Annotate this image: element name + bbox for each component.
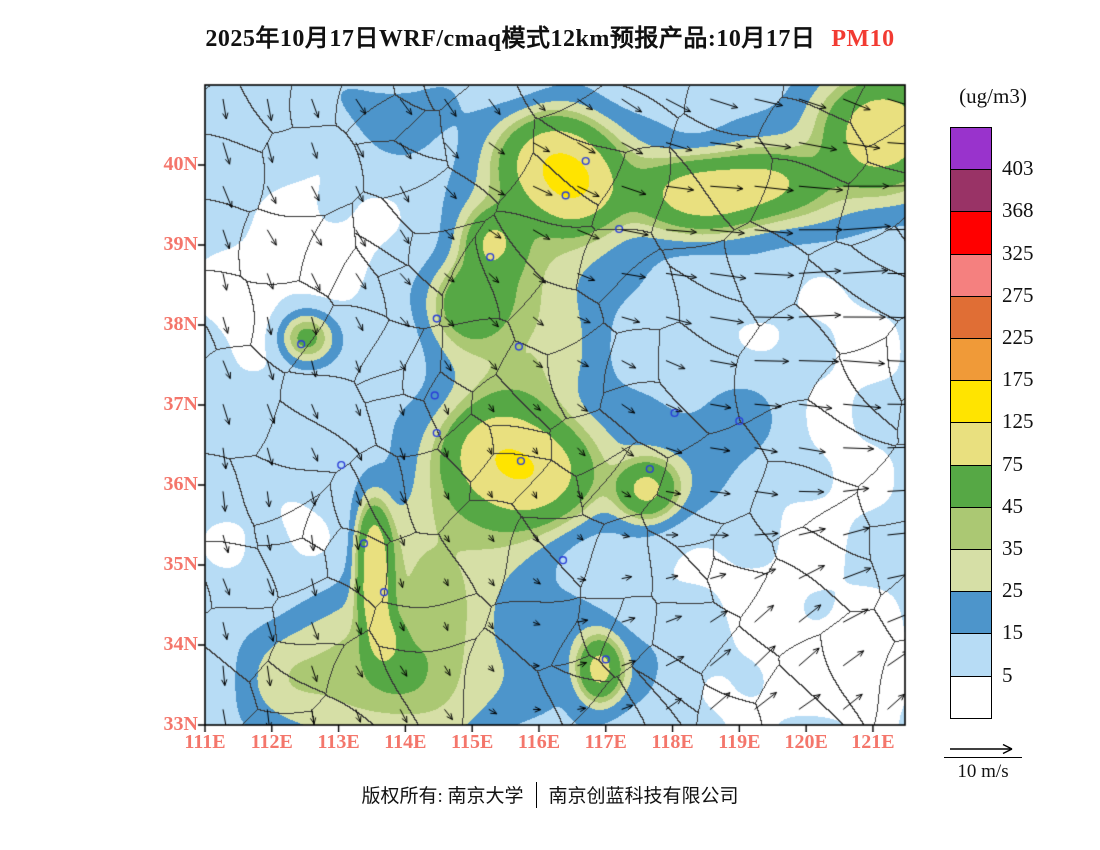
colorbar-level-label: 175 [1002,367,1034,392]
wind-reference-rule [944,757,1022,758]
y-tick-label: 37N [163,393,198,415]
copyright-owner: 版权所有: 南京大学 [361,786,524,807]
footer-divider [535,781,537,808]
figure-title: 2025年10月17日WRF/cmaq模式12km预报产品:10月17日 PM10 [0,18,1100,53]
colorbar-level-label: 5 [1002,662,1013,687]
x-tick-label: 111E [184,731,226,753]
colorbar-box [950,549,992,593]
colorbar-box [950,633,992,677]
x-tick-label: 113E [317,731,360,753]
y-tick-label: 39N [163,233,198,255]
y-tick-label: 35N [163,553,198,575]
colorbar-unit: (ug/m3) [959,84,1027,108]
colorbar-box [950,253,992,297]
colorbar-level-label: 25 [1002,578,1023,603]
x-tick-label: 118E [651,731,694,753]
colorbar-level-label: 125 [1002,409,1034,434]
x-tick-label: 119E [718,731,761,753]
colorbar-box [950,380,992,424]
colorbar-level-label: 225 [1002,325,1034,349]
wind-arrow-icon [950,743,1013,755]
figure-title-text: 2025年10月17日WRF/cmaq模式12km预报产品:10月17日 [205,26,816,52]
forecast-map [195,80,913,732]
x-tick-label: 120E [784,731,828,753]
x-tick-label: 116E [517,731,561,753]
colorbar-level-label: 15 [1002,620,1023,645]
x-tick-label: 115E [451,731,494,753]
colorbar-box [950,675,992,719]
colorbar-box [950,591,992,635]
colorbar-level-label: 45 [1002,493,1023,518]
y-tick-label: 40N [163,153,198,175]
colorbar-level-label: 75 [1002,451,1023,476]
copyright-footer: 版权所有: 南京大学 南京创蓝科技有限公司 [0,781,1100,808]
copyright-company: 南京创蓝科技有限公司 [548,786,739,807]
colorbar-box [950,211,992,255]
x-tick-label: 121E [851,731,895,753]
colorbar-level-label: 275 [1002,282,1034,307]
colorbar-box [950,169,992,213]
colorbar-box [950,506,992,550]
y-tick-label: 36N [163,473,198,495]
colorbar-box [950,422,992,466]
colorbar-level-label: 368 [1002,198,1034,223]
y-tick-label: 33N [163,713,198,735]
wind-reference: 10 m/s [944,741,1022,783]
colorbar-box [950,295,992,339]
x-tick-label: 112E [250,731,293,753]
x-tick-label: 114E [384,731,427,753]
wind-reference-label: 10 m/s [957,761,1009,782]
x-tick-label: 117E [584,731,627,753]
y-tick-label: 38N [163,313,198,335]
colorbar-box [950,338,992,382]
colorbar-level-label: 403 [1002,156,1034,181]
y-tick-label: 34N [163,633,198,655]
colorbar-level-label: 325 [1002,240,1034,265]
pollutant-label: PM10 [831,26,895,52]
colorbar-box [950,464,992,508]
colorbar-box [950,127,992,171]
colorbar-level-label: 35 [1002,536,1023,560]
